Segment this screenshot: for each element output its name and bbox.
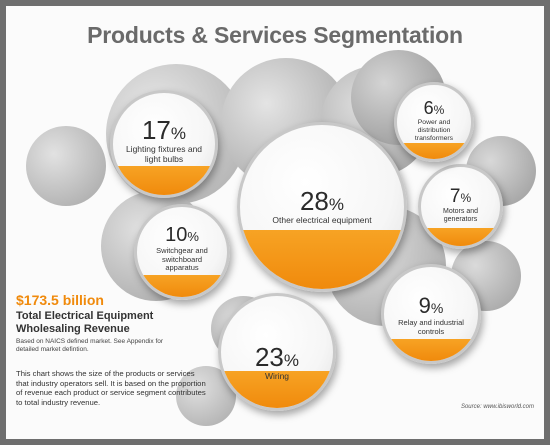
- revenue-note: Based on NAICS defined market. See Appen…: [16, 338, 164, 353]
- bubble-content: 23% Wiring: [221, 344, 333, 382]
- infographic-panel: Products & Services Segmentation 28% Oth…: [6, 6, 544, 439]
- source-credit: Source: www.ibisworld.com: [460, 404, 534, 410]
- bubble-label: Lighting fixtures and light bulbs: [125, 144, 203, 164]
- bubble-label: Wiring: [264, 371, 290, 381]
- bubble-content: 10% Switchgear and switchboard apparatus: [137, 225, 227, 273]
- bubble-content: 9% Relay and industrial controls: [384, 295, 478, 336]
- bubble-label: Relay and industrial controls: [398, 318, 464, 336]
- revenue-amount: $173.5 billion: [16, 292, 104, 308]
- bubble-percent: 23%: [254, 342, 300, 372]
- bubble-content: 28% Other electrical equipment: [240, 188, 404, 226]
- bubble-percent: 17%: [141, 115, 187, 145]
- bubble-fill: [221, 371, 333, 408]
- bubble-content: 7% Motors and generators: [421, 187, 500, 224]
- bubble-lighting: 17% Lighting fixtures and light bulbs: [110, 90, 218, 198]
- bubble-fill: [240, 229, 404, 289]
- bubble-fill: [421, 228, 500, 246]
- bubble-motors: 7% Motors and generators: [418, 164, 503, 249]
- bubble-fill: [384, 338, 478, 361]
- bubble-percent: 7%: [449, 186, 472, 207]
- bubble-switchgear: 10% Switchgear and switchboard apparatus: [134, 204, 230, 300]
- bubble-fill: [397, 142, 471, 159]
- bubble-wiring: 23% Wiring: [218, 293, 336, 411]
- revenue-title: Total Electrical Equipment Wholesaling R…: [16, 310, 154, 335]
- chart-title: Products & Services Segmentation: [87, 22, 463, 48]
- bubble-percent: 28%: [299, 186, 345, 216]
- chart-description: This chart shows the size of the product…: [16, 369, 206, 407]
- bubble-label: Switchgear and switchboard apparatus: [156, 246, 208, 273]
- bubble-percent: 9%: [418, 293, 444, 318]
- bubble-label: Power and distribution transformers: [414, 119, 454, 142]
- bg-circle: [26, 126, 106, 206]
- bubble-label: Other electrical equipment: [272, 215, 372, 225]
- bubble-fill: [137, 275, 227, 297]
- bubble-fill: [113, 165, 215, 195]
- bubble-percent: 6%: [423, 98, 445, 118]
- bubble-percent: 10%: [165, 224, 199, 246]
- bubble-content: 6% Power and distribution transformers: [397, 99, 471, 142]
- bubble-content: 17% Lighting fixtures and light bulbs: [113, 117, 215, 165]
- bubble-transformers: 6% Power and distribution transformers: [394, 82, 474, 162]
- bubble-other-electrical: 28% Other electrical equipment: [237, 122, 407, 292]
- bubble-relay: 9% Relay and industrial controls: [381, 264, 481, 364]
- bubble-label: Motors and generators: [442, 208, 479, 224]
